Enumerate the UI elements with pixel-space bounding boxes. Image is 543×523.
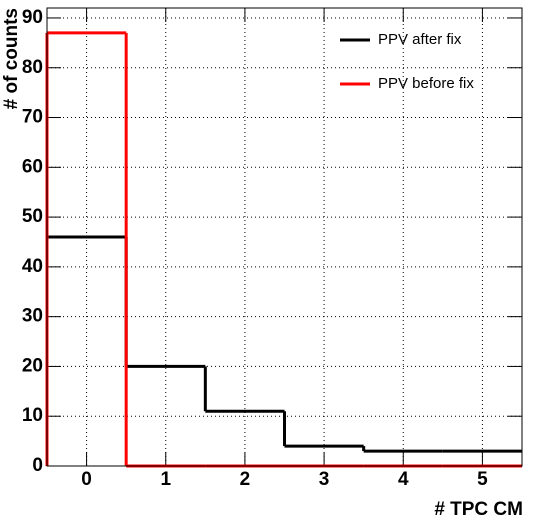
x-tick-label: 1 bbox=[160, 469, 171, 490]
y-tick-label: 0 bbox=[32, 455, 43, 476]
x-tick-label: 2 bbox=[240, 469, 251, 490]
legend-label: PPV before fix bbox=[378, 75, 474, 92]
y-tick-label: 80 bbox=[22, 57, 43, 78]
y-tick-label: 10 bbox=[22, 405, 43, 426]
y-tick-label: 30 bbox=[22, 306, 43, 327]
plot-frame bbox=[46, 7, 523, 467]
x-axis-label: # TPC CM bbox=[434, 499, 523, 520]
y-tick-label: 40 bbox=[22, 256, 43, 277]
y-tick-label: 70 bbox=[22, 107, 43, 128]
y-tick-label: 60 bbox=[22, 156, 43, 177]
y-tick-label: 20 bbox=[22, 355, 43, 376]
y-tick-label: 90 bbox=[22, 7, 43, 28]
x-tick-label: 5 bbox=[477, 469, 488, 490]
legend-label: PPV after fix bbox=[378, 31, 462, 48]
y-tick-label: 50 bbox=[22, 206, 43, 227]
x-tick-label: 3 bbox=[319, 469, 330, 490]
x-tick-label: 4 bbox=[398, 469, 409, 490]
y-axis-label: # of counts bbox=[1, 8, 22, 109]
x-tick-label: 0 bbox=[81, 469, 92, 490]
